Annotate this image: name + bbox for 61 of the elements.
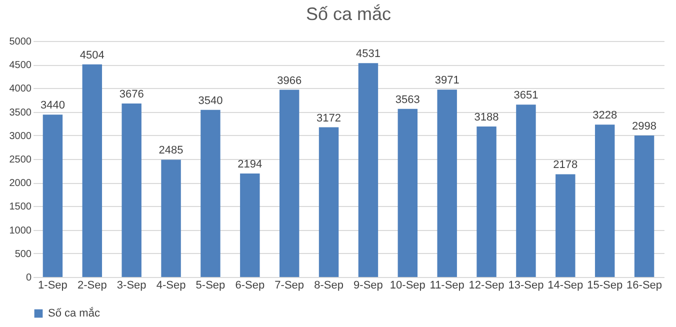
data-label: 2998 bbox=[632, 120, 657, 132]
bar bbox=[398, 108, 418, 277]
x-tick-label: 10-Sep bbox=[390, 280, 426, 292]
x-tick-label: 1-Sep bbox=[38, 280, 68, 292]
x-tick-label: 7-Sep bbox=[274, 280, 304, 292]
data-label: 3563 bbox=[395, 94, 420, 106]
bar bbox=[279, 90, 300, 277]
y-tick-label: 4000 bbox=[9, 84, 32, 95]
data-label: 3228 bbox=[592, 110, 618, 122]
x-tick-label: 2-Sep bbox=[77, 280, 107, 292]
x-tick-label: 13-Sep bbox=[508, 280, 544, 292]
bar bbox=[594, 124, 615, 277]
x-tick-label: 14-Sep bbox=[548, 280, 584, 292]
data-label: 2178 bbox=[553, 159, 578, 172]
data-label: 3971 bbox=[434, 74, 460, 87]
x-tick-label: 16-Sep bbox=[626, 280, 662, 292]
y-tick-label: 0 bbox=[26, 272, 32, 284]
data-label: 2485 bbox=[158, 144, 184, 157]
bar bbox=[318, 127, 339, 277]
y-tick-label: 500 bbox=[14, 248, 32, 260]
y-tick-label: 1000 bbox=[9, 225, 32, 236]
x-tick-label: 4-Sep bbox=[156, 280, 186, 292]
y-tick-label: 3500 bbox=[9, 107, 32, 118]
x-tick-label: 11-Sep bbox=[430, 280, 464, 292]
data-label: 4531 bbox=[356, 48, 380, 60]
x-tick-label: 5-Sep bbox=[196, 280, 226, 292]
legend-label: Số ca mắc bbox=[48, 306, 100, 320]
x-tick-label: 6-Sep bbox=[235, 280, 265, 292]
bar bbox=[42, 114, 63, 277]
y-tick-label: 4500 bbox=[9, 60, 32, 72]
data-label: 3966 bbox=[277, 74, 302, 87]
y-tick-label: 2000 bbox=[9, 178, 32, 190]
x-tick-label: 8-Sep bbox=[314, 280, 344, 292]
y-tick-label: 5000 bbox=[9, 36, 32, 48]
x-tick-label: 3-Sep bbox=[116, 280, 146, 292]
y-tick-label: 2500 bbox=[9, 154, 32, 166]
bar bbox=[556, 174, 576, 277]
data-label: 3440 bbox=[40, 100, 65, 112]
data-label: 3540 bbox=[198, 94, 223, 107]
x-tick-label: 9-Sep bbox=[354, 280, 383, 292]
bar bbox=[161, 160, 181, 277]
data-label: 3651 bbox=[514, 90, 538, 102]
y-tick-label: 1500 bbox=[9, 202, 32, 213]
x-tick-label: 15-Sep bbox=[587, 280, 623, 292]
bar bbox=[82, 64, 102, 277]
data-label: 3676 bbox=[119, 88, 144, 100]
bar bbox=[476, 126, 496, 277]
x-tick-label: 12-Sep bbox=[468, 280, 504, 292]
bar bbox=[516, 104, 536, 277]
data-label: 4504 bbox=[80, 49, 104, 62]
bar bbox=[634, 135, 654, 277]
bar bbox=[122, 103, 142, 277]
bar bbox=[358, 63, 378, 277]
data-label: 3188 bbox=[474, 112, 499, 124]
bar bbox=[240, 173, 260, 277]
data-label: 3172 bbox=[316, 112, 342, 124]
bar bbox=[437, 90, 457, 277]
y-tick-label: 3000 bbox=[9, 130, 32, 142]
bar bbox=[200, 110, 220, 277]
data-label: 2194 bbox=[238, 158, 262, 170]
chart-title: Số ca mắc bbox=[306, 4, 392, 24]
